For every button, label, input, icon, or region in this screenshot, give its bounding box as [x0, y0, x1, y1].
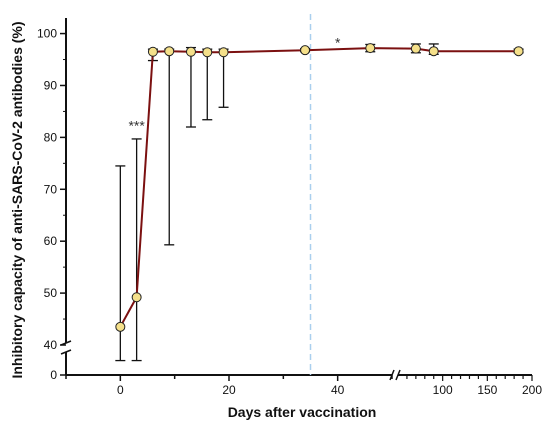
y-axis-break-mark — [60, 349, 72, 355]
data-point — [300, 45, 311, 56]
x-axis-title: Days after vaccination — [228, 404, 377, 420]
data-point — [115, 321, 126, 332]
x-axis-break-mark — [395, 369, 401, 381]
x-tick-label: 20 — [222, 383, 236, 397]
data-point — [218, 47, 229, 58]
x-tick-label: 200 — [522, 383, 542, 397]
y-tick-label: 70 — [44, 182, 58, 196]
data-point — [202, 47, 213, 58]
axes: 0 40 50 60 70 80 90 100 0 20 40 100 150 200 — [37, 18, 542, 397]
x-tick-label: 100 — [433, 383, 453, 397]
data-point — [513, 46, 524, 57]
y-tick-label: 80 — [44, 130, 58, 144]
annotations: **** — [128, 34, 340, 133]
data-point — [365, 43, 376, 54]
x-tick-label: 150 — [477, 383, 497, 397]
y-tick-label: 90 — [44, 78, 58, 92]
series-line — [119, 47, 519, 328]
data-point — [164, 46, 175, 57]
y-tick-label: 60 — [44, 234, 58, 248]
significance-annotation: * — [335, 34, 341, 50]
significance-annotation: *** — [128, 117, 145, 133]
y-axis-title: Inhibitory capacity of anti-SARS-CoV-2 a… — [9, 21, 25, 378]
x-tick-label: 0 — [117, 383, 124, 397]
data-point — [131, 292, 142, 303]
data-point — [410, 43, 421, 54]
data-point — [428, 46, 439, 57]
data-points — [115, 43, 524, 332]
series-line — [119, 47, 519, 328]
y-tick-label: 0 — [50, 368, 57, 382]
y-tick-label: 40 — [44, 338, 58, 352]
data-point — [185, 46, 196, 57]
x-tick-label: 40 — [331, 383, 345, 397]
y-tick-label: 100 — [37, 27, 57, 41]
data-point — [147, 46, 158, 57]
y-tick-label: 50 — [44, 286, 58, 300]
error-bars — [115, 43, 524, 362]
